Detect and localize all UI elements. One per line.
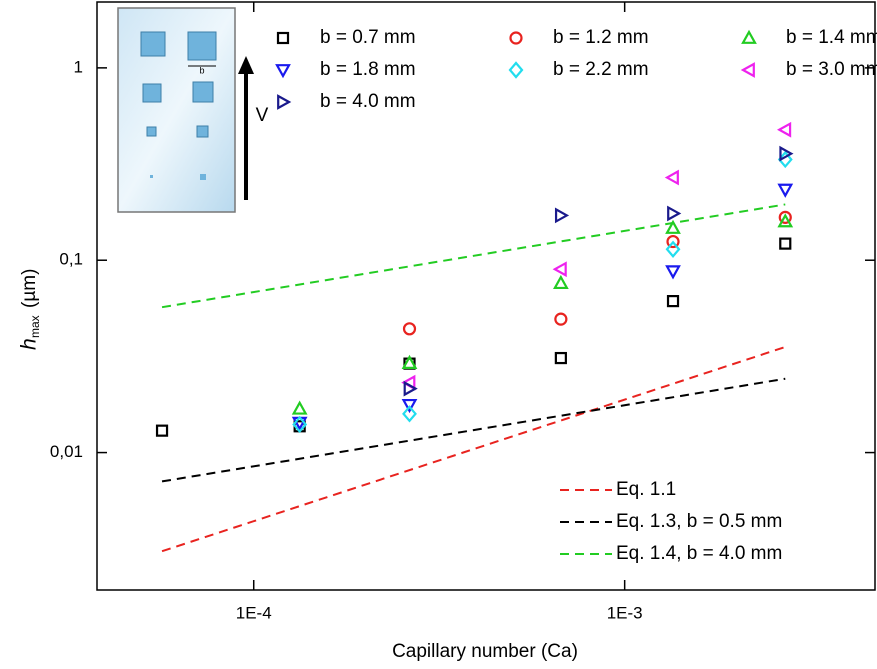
marker [402, 322, 417, 336]
marker [664, 169, 679, 186]
model-line [161, 203, 786, 309]
legend-label: b = 0.7 mm [320, 27, 416, 48]
inset-square [150, 175, 153, 178]
inset-plate [117, 7, 236, 213]
marker [665, 219, 681, 234]
marker [665, 240, 681, 258]
y-tick-label: 0,01 [50, 442, 83, 461]
legend-label: b = 1.8 mm [320, 59, 416, 80]
marker [554, 351, 567, 365]
marker [554, 207, 570, 224]
marker [777, 121, 792, 138]
inset-square [142, 83, 162, 103]
marker [666, 234, 680, 249]
marker [553, 274, 569, 290]
inset-square [140, 31, 166, 57]
marker [155, 424, 169, 437]
x-tick-label: 1E-3 [607, 603, 643, 622]
inset-square [200, 174, 206, 180]
marker [665, 265, 681, 280]
marker [777, 183, 794, 198]
inset-square [196, 125, 209, 138]
marker [554, 312, 568, 326]
marker [666, 295, 680, 308]
legend-marker [276, 31, 290, 45]
velocity-arrowhead [238, 56, 254, 74]
inset-label: b [199, 65, 204, 75]
marker [667, 205, 682, 222]
legend-marker [277, 94, 292, 110]
marker [291, 400, 308, 415]
marker [779, 145, 794, 162]
y-axis-label-unit: (µm) [19, 269, 40, 308]
marker [401, 398, 418, 414]
y-axis-label: h [18, 338, 41, 350]
x-tick-label: 1E-4 [236, 603, 272, 622]
legend-label: Eq. 1.3, b = 0.5 mm [616, 511, 782, 532]
x-axis-label: Capillary number (Ca) [392, 641, 578, 662]
inset: b V [117, 7, 269, 213]
legend-marker [508, 61, 524, 79]
legend-label: b = 1.2 mm [553, 27, 649, 48]
marker [292, 415, 308, 434]
legend-marker [741, 29, 757, 44]
marker [552, 261, 567, 278]
legend-label: b = 2.2 mm [553, 59, 649, 80]
legend-label: b = 4.0 mm [320, 91, 416, 112]
inset-square [192, 81, 214, 103]
inset-square [187, 31, 217, 61]
y-axis-label-sub: max [28, 315, 42, 338]
y-tick-label: 1 [74, 57, 83, 76]
marker [778, 210, 792, 224]
y-tick-label: 0,1 [59, 250, 83, 269]
legend-marker [740, 62, 755, 78]
model-line [161, 346, 786, 553]
legend-label: b = 3.0 mm [786, 59, 877, 80]
marker [401, 354, 418, 369]
inset-square [146, 126, 157, 137]
plot-frame [96, 1, 876, 591]
marker [403, 380, 418, 397]
inset-label: V [256, 105, 269, 126]
legend-label: b = 1.4 mm [786, 27, 877, 48]
legend-marker [509, 31, 523, 45]
marker [777, 213, 794, 228]
model-line [161, 377, 786, 483]
marker [402, 405, 417, 423]
legend-marker [275, 64, 291, 79]
y-axis-label-group: h max (µm) [18, 269, 43, 350]
legend-label: Eq. 1.1 [616, 479, 676, 500]
legend-label: Eq. 1.4, b = 4.0 mm [616, 543, 782, 564]
marker [779, 237, 792, 250]
